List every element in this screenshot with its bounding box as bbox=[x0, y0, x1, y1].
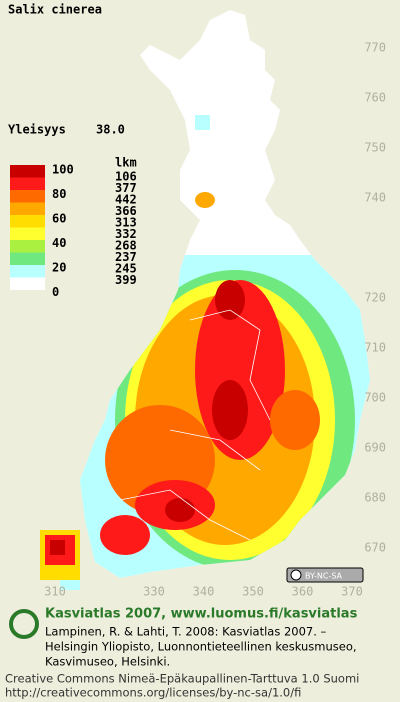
legend-count: 245 bbox=[115, 262, 137, 276]
legend-scale-label: 20 bbox=[52, 261, 66, 275]
license-line: Creative Commons Nimeä-Epäkaupallinen-Ta… bbox=[5, 672, 359, 686]
northing-label: 770 bbox=[364, 41, 386, 55]
legend-swatch bbox=[10, 265, 45, 278]
easting-label: 360 bbox=[292, 585, 314, 599]
logo bbox=[9, 609, 39, 639]
legend-swatch bbox=[10, 165, 45, 178]
legend-count: 332 bbox=[115, 227, 137, 241]
northing-label: 750 bbox=[364, 141, 386, 155]
easting-label: 370 bbox=[341, 585, 363, 599]
count-header: lkm bbox=[115, 156, 137, 170]
easting-label: 310 bbox=[44, 585, 66, 599]
northing-label: 710 bbox=[364, 341, 386, 355]
citation-line: Lampinen, R. & Lahti, T. 2008: Kasviatla… bbox=[45, 625, 327, 639]
legend-count: 366 bbox=[115, 204, 137, 218]
legend-count: 399 bbox=[115, 273, 137, 287]
northing-label: 690 bbox=[364, 441, 386, 455]
region-borders bbox=[119, 309, 271, 541]
aland-islands bbox=[40, 530, 80, 590]
easting-label: 350 bbox=[242, 585, 264, 599]
easting-label: 340 bbox=[193, 585, 215, 599]
license-line: http://creativecommons.org/licenses/by-n… bbox=[5, 686, 301, 700]
badge-box bbox=[286, 567, 364, 583]
legend-swatch bbox=[10, 215, 45, 228]
citation-line: Kasvimuseo, Helsinki. bbox=[45, 655, 170, 669]
legend-swatch bbox=[10, 252, 45, 265]
northing-label: 740 bbox=[364, 191, 386, 205]
legend-swatch bbox=[10, 177, 45, 190]
occurrence-areas bbox=[80, 115, 370, 578]
citation-line: Helsingin Yliopisto, Luonnontieteellinen… bbox=[45, 640, 357, 654]
northing-label: 760 bbox=[364, 91, 386, 105]
legend-scale-label: 0 bbox=[52, 285, 59, 299]
footer-heading: Kasviatlas 2007, www.luomus.fi/kasviatla… bbox=[45, 607, 358, 622]
license-badge: BY-NC-SA bbox=[286, 567, 364, 583]
legend-scale-label: 40 bbox=[52, 236, 66, 250]
species-title: Salix cinerea bbox=[8, 3, 102, 17]
legend-swatch bbox=[10, 202, 45, 215]
legend-swatch bbox=[10, 277, 45, 290]
cc-icon bbox=[290, 569, 302, 581]
legend-count: 106 bbox=[115, 170, 137, 184]
legend-count: 377 bbox=[115, 181, 137, 195]
easting-label: 330 bbox=[143, 585, 165, 599]
badge-text: BY-NC-SA bbox=[305, 572, 343, 581]
northing-label: 680 bbox=[364, 491, 386, 505]
legend-count: 237 bbox=[115, 250, 137, 264]
legend-count: 268 bbox=[115, 239, 137, 253]
legend-scale-label: 100 bbox=[52, 163, 74, 177]
legend-scale-label: 60 bbox=[52, 212, 66, 226]
legend-swatch bbox=[10, 227, 45, 240]
frequency-value: 38.0 bbox=[96, 123, 125, 137]
legend-scale-label: 80 bbox=[52, 187, 66, 201]
frequency-label: Yleisyys bbox=[8, 123, 66, 137]
map bbox=[40, 10, 370, 590]
legend-swatch bbox=[10, 190, 45, 203]
legend-count: 313 bbox=[115, 216, 137, 230]
northing-label: 670 bbox=[364, 541, 386, 555]
legend-count: 442 bbox=[115, 193, 137, 207]
northing-label: 700 bbox=[364, 391, 386, 405]
legend-swatch bbox=[10, 240, 45, 253]
northing-label: 720 bbox=[364, 291, 386, 305]
